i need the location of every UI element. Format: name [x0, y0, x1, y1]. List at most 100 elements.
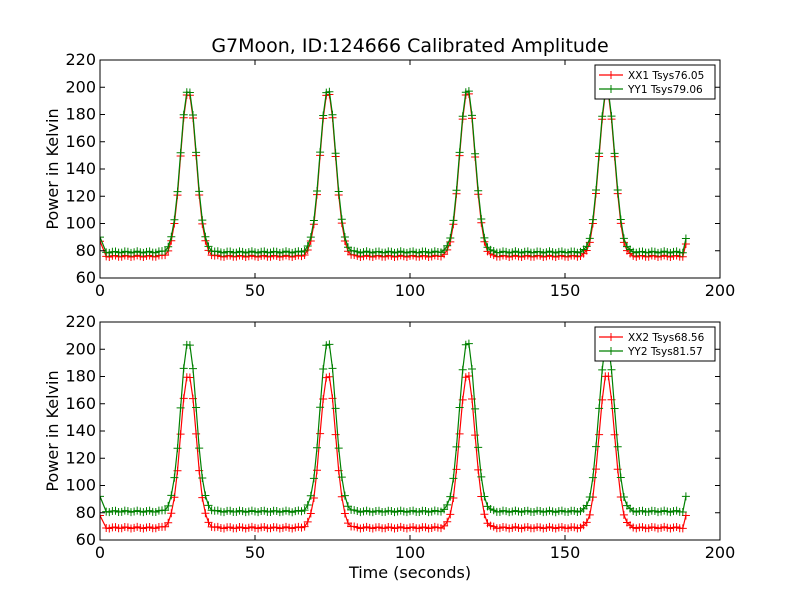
data-point [192, 403, 201, 412]
legend-box [594, 64, 716, 100]
legend-marker [607, 85, 615, 93]
data-point [607, 365, 616, 374]
x-tick-label: 0 [95, 281, 105, 300]
data-point [313, 443, 321, 452]
data-point [449, 474, 458, 483]
data-point [610, 404, 619, 413]
data-point [681, 234, 690, 243]
data-point [468, 111, 476, 120]
data-point [185, 373, 194, 382]
series-markers-1 [100, 89, 690, 262]
data-point [100, 233, 104, 242]
data-point [464, 87, 473, 96]
data-point [331, 149, 340, 158]
data-point [443, 241, 452, 250]
y-axis-label: Power in Kelvin [43, 370, 62, 491]
data-point [204, 501, 213, 510]
data-point [179, 110, 188, 119]
data-point [585, 493, 594, 502]
y-tick-label: 100 [65, 476, 96, 495]
data-point [619, 510, 628, 519]
data-point [678, 524, 687, 533]
legend-marker [607, 71, 615, 79]
data-point [198, 474, 207, 483]
data-point [189, 110, 197, 119]
data-point [458, 365, 467, 374]
data-point [471, 404, 480, 413]
x-tick-label: 200 [705, 281, 736, 300]
data-point [313, 187, 321, 196]
y-tick-label: 140 [65, 159, 96, 178]
data-point [198, 216, 207, 225]
data-point [201, 232, 210, 241]
data-point [316, 429, 325, 438]
data-point [176, 403, 185, 412]
y-tick-label: 160 [65, 394, 96, 413]
series-markers-2 [100, 87, 690, 257]
data-point [588, 215, 597, 224]
data-point [474, 443, 483, 452]
y-tick-label: 60 [76, 530, 96, 549]
series-line-2 [100, 90, 687, 254]
data-point [592, 442, 600, 451]
data-point [595, 149, 604, 158]
y-tick-label: 140 [65, 421, 96, 440]
data-point [328, 110, 337, 119]
data-point [176, 430, 185, 439]
data-point [331, 404, 340, 413]
data-point [164, 242, 173, 251]
x-tick-label: 200 [705, 543, 736, 562]
data-point [440, 246, 449, 255]
legend: XX1 Tsys76.05 YY1 Tsys79.06 [594, 64, 716, 100]
data-point [334, 187, 343, 196]
data-point [582, 518, 591, 527]
data-point [619, 234, 628, 243]
data-point [582, 501, 591, 510]
data-point [446, 233, 455, 242]
data-point [100, 492, 104, 501]
data-point [325, 372, 334, 381]
data-point [449, 216, 458, 225]
y-tick-label: 80 [76, 241, 96, 260]
chart-title: G7Moon, ID:124666 Calibrated Amplitude [211, 35, 608, 57]
data-point [480, 492, 489, 501]
y-tick-label: 60 [76, 268, 96, 287]
data-point [588, 473, 597, 482]
data-point [316, 148, 325, 157]
data-point [455, 403, 464, 412]
data-point [167, 232, 176, 241]
data-point [610, 149, 619, 158]
data-point [452, 186, 461, 195]
data-point [185, 341, 194, 350]
legend-marker [607, 333, 615, 341]
data-point [100, 237, 104, 246]
data-point [607, 112, 616, 121]
data-point [192, 429, 201, 438]
data-point [300, 246, 309, 255]
data-point [192, 148, 201, 157]
x-tick-label: 150 [550, 543, 581, 562]
series-line-2 [100, 342, 687, 513]
data-point [306, 509, 315, 518]
legend-label: YY1 Tsys79.06 [627, 84, 703, 96]
data-point [164, 518, 173, 527]
bottom-subplot: 0 50 100 150 200 60 80 100 120 140 160 180 200 220 Pow… [43, 312, 735, 562]
y-tick-label: 180 [65, 105, 96, 124]
data-point [325, 87, 334, 96]
data-point [480, 510, 489, 519]
data-point [464, 339, 473, 348]
data-point [303, 501, 312, 510]
data-point [170, 215, 179, 224]
data-point [201, 509, 210, 518]
series-line-1 [100, 92, 687, 258]
y-tick-label: 200 [65, 339, 96, 358]
data-point [455, 148, 464, 157]
data-point [303, 241, 312, 250]
data-point [446, 510, 455, 519]
data-point [613, 186, 622, 195]
x-tick-label: 0 [95, 543, 105, 562]
data-point [337, 473, 346, 482]
data-point [195, 187, 204, 196]
legend-label: YY2 Tsys81.57 [627, 346, 703, 358]
data-point [167, 509, 176, 518]
